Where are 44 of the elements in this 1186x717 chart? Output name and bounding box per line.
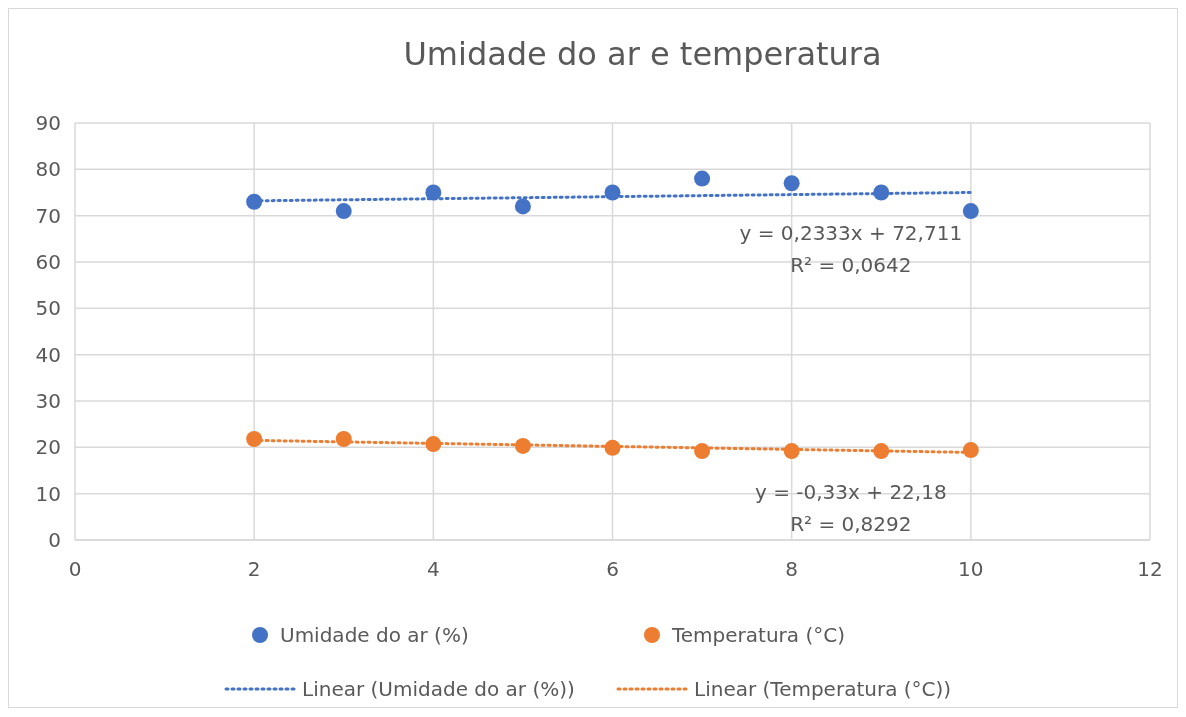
point [335, 203, 352, 220]
x-tick-label: 10 [958, 557, 984, 581]
y-tick-label: 50 [35, 296, 61, 321]
point [962, 203, 979, 220]
x-tick-label: 8 [785, 557, 799, 581]
point [783, 175, 800, 192]
annotation: R² = 0,0642 [790, 252, 912, 277]
y-tick-label: 0 [48, 528, 61, 552]
point [425, 436, 442, 453]
point [246, 430, 263, 447]
legend-label: Linear (Temperatura (°C)) [694, 677, 952, 701]
y-tick-label: 30 [35, 389, 61, 413]
legend-label: Linear (Umidade do ar (%)) [302, 677, 575, 701]
y-tick-label: 40 [35, 342, 61, 367]
x-tick-label: 6 [606, 557, 619, 581]
y-tick-label: 10 [35, 481, 61, 506]
point [514, 198, 531, 215]
x-tick-label: 0 [68, 557, 82, 581]
point [246, 193, 263, 210]
y-tick-label: 60 [35, 250, 61, 274]
point [873, 184, 890, 201]
x-tick-label: 2 [247, 557, 261, 581]
point [604, 439, 621, 456]
x-tick-label: 12 [1137, 557, 1163, 581]
point [335, 430, 352, 447]
point [962, 442, 979, 459]
point [425, 184, 442, 201]
point [694, 443, 711, 460]
y-tick-label: 80 [35, 157, 61, 182]
point [783, 443, 800, 460]
legend-label: Temperatura (°C) [671, 623, 846, 647]
annotation: R² = 0,8292 [790, 512, 912, 537]
annotation: y = -0,33x + 22,18 [755, 480, 947, 505]
y-tick-label: 20 [35, 435, 61, 460]
point [873, 443, 890, 460]
point [514, 437, 531, 454]
annotation: y = 0,2333x + 72,711 [739, 220, 963, 245]
y-tick-label: 70 [35, 203, 61, 228]
legend-label: Umidade do ar (%) [280, 623, 469, 647]
y-tick-label: 90 [35, 111, 61, 135]
chart-title: Umidade do ar e temperatura [403, 35, 882, 73]
point [604, 184, 621, 201]
point [694, 170, 711, 187]
x-tick-label: 4 [426, 557, 440, 581]
